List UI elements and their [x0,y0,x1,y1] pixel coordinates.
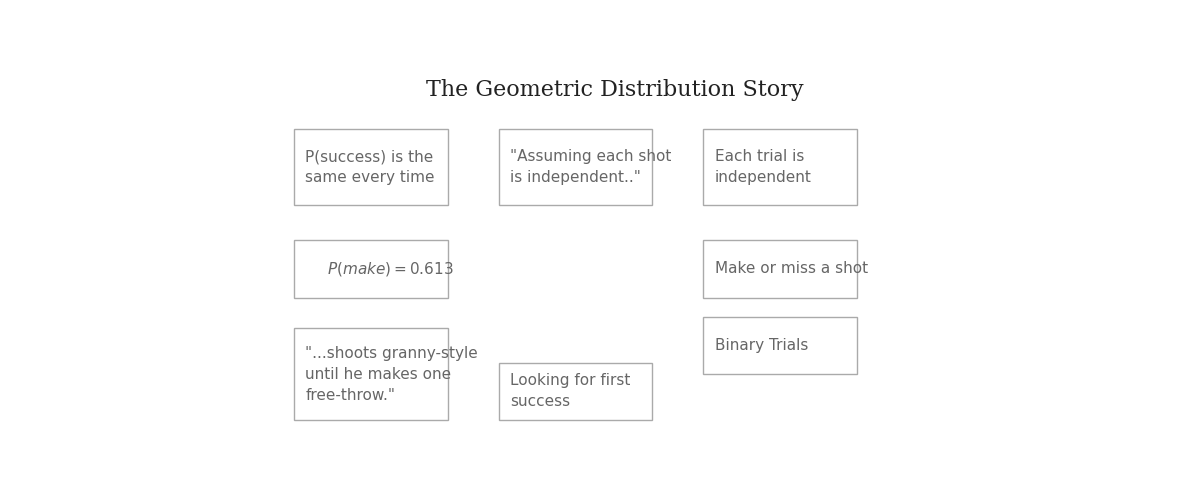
Text: Binary Trials: Binary Trials [714,338,808,353]
Text: $P(make) = 0.613$: $P(make) = 0.613$ [326,260,454,278]
FancyBboxPatch shape [703,129,857,206]
FancyBboxPatch shape [294,129,448,206]
FancyBboxPatch shape [294,328,448,420]
FancyBboxPatch shape [703,240,857,297]
Text: Looking for first
success: Looking for first success [510,374,630,409]
Text: P(success) is the
same every time: P(success) is the same every time [305,149,434,185]
Text: Each trial is
independent: Each trial is independent [714,149,811,185]
FancyBboxPatch shape [294,240,448,297]
FancyBboxPatch shape [703,317,857,374]
FancyBboxPatch shape [499,363,653,420]
FancyBboxPatch shape [499,129,653,206]
Text: "Assuming each shot
is independent..": "Assuming each shot is independent.." [510,149,671,185]
Text: "...shoots granny-style
until he makes one
free-throw.": "...shoots granny-style until he makes o… [305,346,478,403]
Text: The Geometric Distribution Story: The Geometric Distribution Story [426,79,804,101]
Text: Make or miss a shot: Make or miss a shot [714,261,868,276]
